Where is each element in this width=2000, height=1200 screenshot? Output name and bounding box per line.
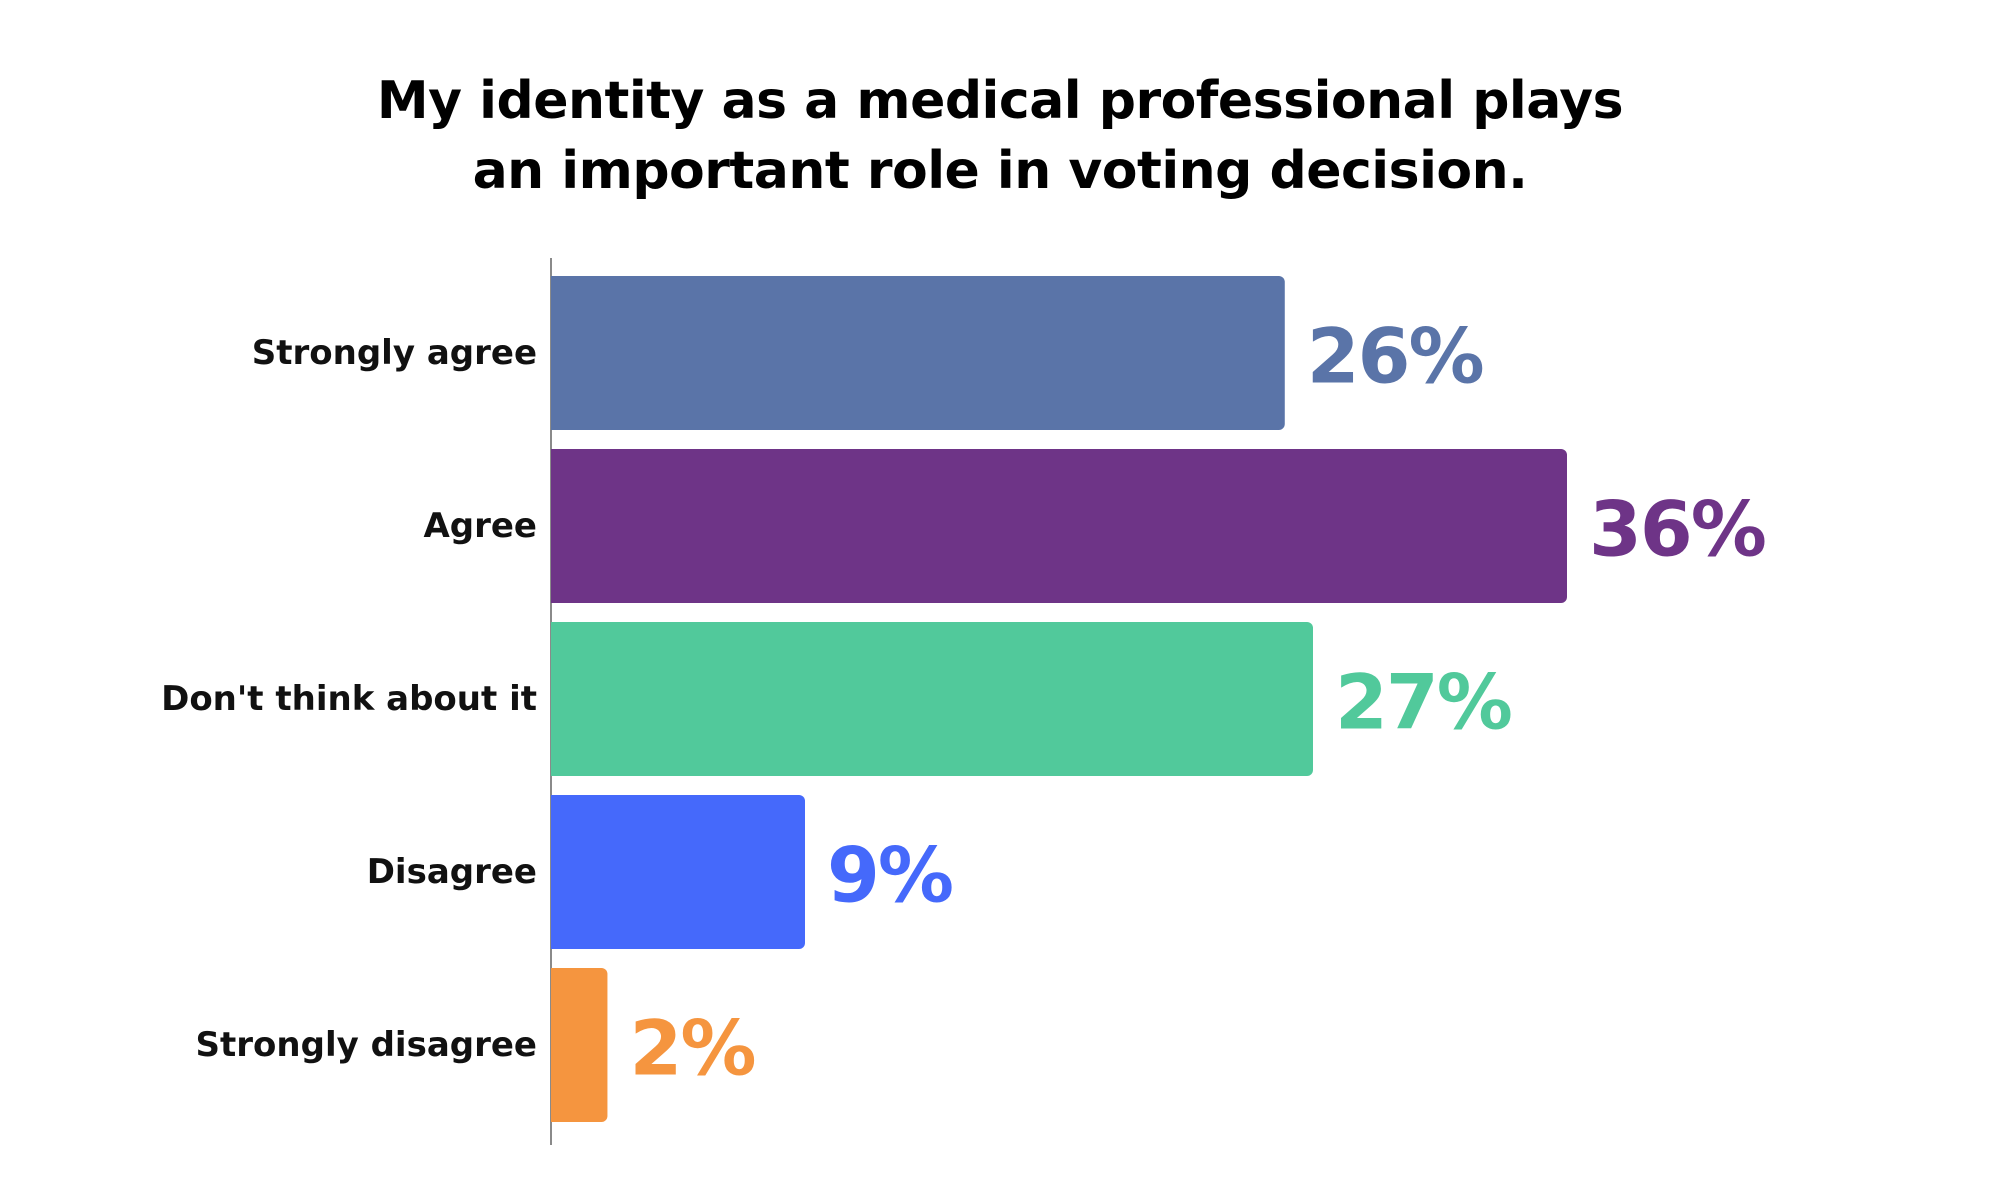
bar-2: [551, 622, 1313, 776]
bar-edge-2: [551, 622, 559, 776]
value-label-0: 26%: [1307, 312, 1483, 401]
bar-4: [551, 968, 608, 1122]
chart-title-line-2: an important role in voting decision.: [472, 141, 1528, 201]
chart-title: My identity as a medical professional pl…: [0, 66, 2000, 206]
bar-1: [551, 449, 1567, 603]
value-label-1: 36%: [1589, 485, 1765, 574]
value-label-3: 9%: [827, 831, 952, 920]
value-label-2: 27%: [1335, 658, 1511, 747]
category-label-0: Strongly agree: [252, 333, 537, 373]
bar-edge-4: [551, 968, 559, 1122]
bar-edge-0: [551, 276, 559, 430]
bar-edge-1: [551, 449, 559, 603]
chart-title-line-1: My identity as a medical professional pl…: [376, 71, 1624, 131]
category-label-2: Don't think about it: [161, 679, 537, 719]
bar-3: [551, 795, 805, 949]
bar-0: [551, 276, 1285, 430]
bar-edge-3: [551, 795, 559, 949]
category-label-1: Agree: [423, 506, 537, 546]
category-label-4: Strongly disagree: [196, 1025, 537, 1065]
value-label-4: 2%: [629, 1004, 754, 1093]
category-label-3: Disagree: [367, 852, 537, 892]
